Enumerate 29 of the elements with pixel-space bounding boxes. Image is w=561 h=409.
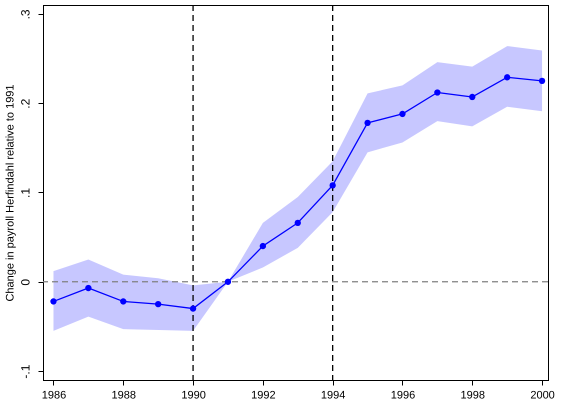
point <box>85 284 92 292</box>
y-tick-label: 0 <box>18 278 32 286</box>
point <box>190 305 196 312</box>
point <box>120 298 126 305</box>
x-tick-label: 1988 <box>112 390 136 402</box>
y-tick-label: .3 <box>18 9 32 20</box>
point <box>224 278 232 285</box>
y-tick-label: .1 <box>18 188 32 198</box>
point <box>504 74 510 80</box>
point <box>469 94 476 100</box>
y-tick-label: -.1 <box>18 364 32 379</box>
point <box>50 298 57 305</box>
point <box>399 110 406 118</box>
point <box>155 300 162 308</box>
y-axis-title: Change in payroll Herfindahl relative to 1991 <box>4 84 16 302</box>
point <box>330 182 336 189</box>
point <box>260 242 266 250</box>
point <box>434 89 441 96</box>
x-tick-label: 1998 <box>460 390 486 402</box>
point <box>538 78 546 84</box>
x-tick-label: 2000 <box>530 390 555 402</box>
x-tick-label: 1992 <box>251 390 276 402</box>
point <box>364 120 371 126</box>
point <box>294 220 301 226</box>
x-tick-label: 1990 <box>181 390 206 402</box>
x-tick-label: 1986 <box>42 390 66 402</box>
x-tick-label: 1994 <box>320 390 346 402</box>
y-tick-label: .2 <box>18 98 32 109</box>
x-tick-label: 1996 <box>390 390 416 402</box>
